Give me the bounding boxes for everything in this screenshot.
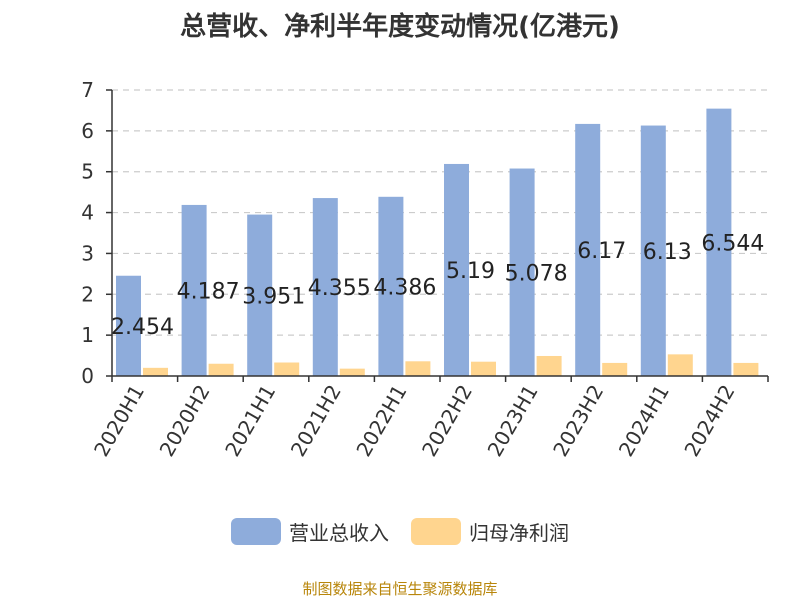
x-tick-label: 2020H1 [89,381,149,461]
y-tick-label: 4 [81,201,94,225]
bar-profit [143,367,168,376]
y-tick-label: 7 [81,78,94,102]
bar-revenue [116,275,141,376]
data-label: 5.078 [505,261,568,286]
y-tick-label: 3 [81,241,94,265]
bar-revenue [312,198,338,376]
y-tick-label: 5 [81,160,94,184]
data-label: 6.17 [577,239,626,264]
x-tick-label: 2024H2 [679,381,739,461]
y-tick-label: 1 [81,323,94,347]
chart-title: 总营收、净利半年度变动情况(亿港元) [180,12,620,42]
x-tick-label: 2022H1 [351,381,411,461]
bar-profit [602,362,628,376]
data-label: 6.13 [643,240,692,265]
legend-swatch-profit [411,518,461,545]
data-label: 3.951 [242,284,305,309]
bar-profit [536,355,562,376]
data-label: 4.355 [308,276,371,301]
bar-profit [405,361,431,376]
bar-revenue [444,163,469,376]
y-tick-label: 6 [81,119,94,143]
x-tick-label: 2023H2 [548,381,608,461]
x-tick-label: 2024H1 [614,381,674,461]
x-tick-label: 2023H1 [483,381,543,461]
y-tick-label: 2 [81,282,94,306]
bar-revenue [181,204,207,376]
x-tick-label: 2020H2 [155,381,215,461]
bar-profit [274,362,300,376]
bar-revenue [706,108,732,376]
data-label: 4.386 [373,275,436,300]
bar-revenue [509,168,535,376]
bar-profit [471,361,496,376]
legend-swatch-revenue [231,518,281,545]
legend-label-revenue: 营业总收入 [289,521,389,545]
legend: 营业总收入 归母净利润 [0,517,800,546]
bar-revenue [247,214,273,376]
x-tick-label: 2022H2 [417,381,477,461]
data-label: 4.187 [177,279,240,304]
legend-item-profit[interactable]: 归母净利润 [411,517,569,546]
data-label: 5.19 [446,259,495,284]
bar-profit [667,354,693,376]
legend-label-profit: 归母净利润 [469,521,569,545]
bar-profit [339,368,365,376]
data-source-note: 制图数据来自恒生聚源数据库 [302,580,498,598]
y-tick-label: 0 [81,364,94,388]
data-label: 6.544 [701,231,764,256]
legend-item-revenue[interactable]: 营业总收入 [231,517,389,546]
bar-profit [208,363,234,376]
x-tick-label: 2021H1 [220,381,280,461]
bar-profit [733,362,759,376]
bar-revenue [575,123,601,376]
bar-revenue [378,196,404,376]
data-label: 2.454 [111,315,174,340]
bar-revenue [640,125,666,376]
x-tick-label: 2021H2 [286,381,346,461]
